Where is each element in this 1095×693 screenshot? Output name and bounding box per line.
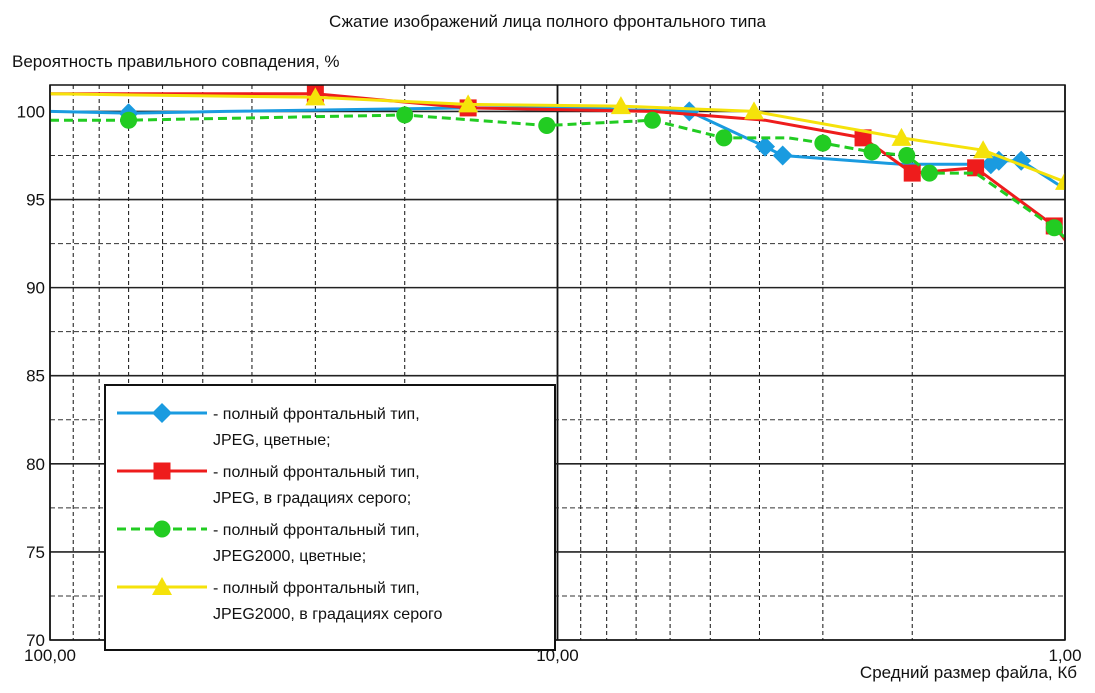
data-point-triangle bbox=[152, 577, 172, 595]
data-point-circle bbox=[863, 143, 881, 161]
y-tick-label: 75 bbox=[26, 543, 45, 562]
legend-label: JPEG2000, цветные; bbox=[213, 548, 366, 565]
y-tick-label: 85 bbox=[26, 367, 45, 386]
y-tick-label: 70 bbox=[26, 631, 45, 650]
series-line bbox=[50, 92, 1065, 184]
legend-box bbox=[104, 384, 556, 651]
y-axis-label: Вероятность правильного совпадения, % bbox=[12, 52, 340, 71]
x-tick-label: 1,00 bbox=[1048, 646, 1081, 665]
data-point-circle bbox=[643, 111, 661, 129]
data-point-circle bbox=[153, 520, 171, 538]
data-point-circle bbox=[715, 129, 733, 147]
data-point-square bbox=[153, 462, 171, 480]
data-point-triangle bbox=[305, 87, 326, 106]
data-point-square bbox=[903, 164, 921, 182]
legend-label: JPEG2000, в градациях серого bbox=[213, 606, 442, 623]
x-tick-label: 100,00 bbox=[24, 646, 76, 665]
data-point-triangle bbox=[891, 127, 912, 146]
data-point-triangle bbox=[1055, 171, 1065, 190]
data-point-square bbox=[854, 129, 872, 147]
data-point-triangle bbox=[610, 96, 631, 115]
data-point-circle bbox=[396, 106, 414, 124]
data-point-circle bbox=[538, 117, 556, 135]
legend: - полный фронтальный тип, JPEG, цветные; -… bbox=[104, 384, 556, 651]
legend-label: - полный фронтальный тип, bbox=[213, 464, 420, 481]
data-point-diamond bbox=[679, 101, 700, 122]
data-point-diamond bbox=[772, 145, 793, 166]
y-tick-label: 80 bbox=[26, 455, 45, 474]
legend-label: - полный фронтальный тип, bbox=[213, 406, 420, 423]
data-point-diamond bbox=[755, 136, 776, 157]
series-3 bbox=[50, 106, 1065, 240]
data-point-circle bbox=[1045, 219, 1063, 237]
data-point-triangle bbox=[458, 94, 479, 113]
data-point-circle bbox=[120, 111, 138, 129]
data-point-circle bbox=[898, 146, 916, 164]
legend-label: JPEG, цветные; bbox=[213, 432, 331, 449]
series-line bbox=[50, 113, 1065, 240]
data-point-diamond bbox=[152, 403, 172, 423]
x-axis-label: Средний размер файла, Кб bbox=[859, 663, 1077, 682]
legend-label: JPEG, в градациях серого; bbox=[213, 490, 411, 507]
data-point-circle bbox=[920, 164, 938, 182]
series-4 bbox=[50, 87, 1065, 190]
y-tick-label: 100 bbox=[17, 102, 45, 121]
data-point-circle bbox=[814, 134, 832, 152]
legend-label: - полный фронтальный тип, bbox=[213, 580, 420, 597]
plot-frame bbox=[49, 84, 1066, 641]
legend-label: - полный фронтальный тип, bbox=[213, 522, 420, 539]
series-layer bbox=[50, 85, 1095, 279]
y-tick-label: 95 bbox=[26, 191, 45, 210]
data-point-triangle bbox=[744, 101, 765, 120]
y-tick-label: 90 bbox=[26, 279, 45, 298]
data-point-triangle bbox=[973, 140, 994, 159]
data-point-square bbox=[1080, 262, 1095, 279]
chart-title: Сжатие изображений лица полного фронталь… bbox=[329, 12, 766, 31]
